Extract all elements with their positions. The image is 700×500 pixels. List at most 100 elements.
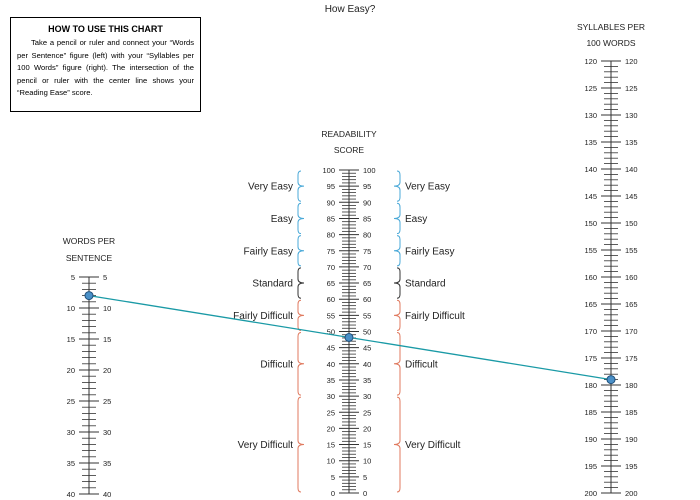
- syllables-tick-label-right: 155: [625, 246, 638, 255]
- syllables-tick-label-left: 165: [584, 300, 597, 309]
- score-tick-label-right: 60: [363, 295, 371, 304]
- category-brace-right: [393, 332, 401, 396]
- syllables-tick-label-left: 180: [584, 381, 597, 390]
- words-tick-label-right: 5: [103, 273, 107, 282]
- syllables-tick-label-right: 175: [625, 354, 638, 363]
- words-tick-label-left: 40: [67, 490, 75, 499]
- category-brace-right: [393, 202, 401, 235]
- syllables-tick-label-left: 175: [584, 354, 597, 363]
- syllables-tick-label-right: 170: [625, 327, 638, 336]
- syllables-tick-label-right: 180: [625, 381, 638, 390]
- syllables-tick-label-right: 125: [625, 84, 638, 93]
- words-axis-label: SENTENCE: [66, 253, 113, 263]
- category-label-left: Easy: [271, 214, 293, 225]
- syllables-tick-label-right: 140: [625, 165, 638, 174]
- syllables-tick-label-left: 200: [584, 489, 597, 498]
- category-brace-right: [393, 267, 401, 299]
- syllables-tick-label-left: 130: [584, 111, 597, 120]
- category-brace-left: [297, 235, 305, 267]
- syllables-tick-label-right: 190: [625, 435, 638, 444]
- score-tick-label-left: 65: [327, 279, 335, 288]
- category-label-right: Very Easy: [405, 182, 450, 193]
- category-label-right: Difficult: [405, 359, 438, 370]
- syllables-tick-label-right: 145: [625, 192, 638, 201]
- syllables-tick-label-right: 150: [625, 219, 638, 228]
- category-label-left: Fairly Difficult: [233, 311, 293, 322]
- words-tick-label-right: 40: [103, 490, 111, 499]
- score-tick-label-left: 55: [327, 311, 335, 320]
- syllables-tick-label-right: 130: [625, 111, 638, 120]
- words-tick-label-left: 35: [67, 459, 75, 468]
- syllables-tick-label-left: 160: [584, 273, 597, 282]
- score-tick-label-left: 90: [327, 198, 335, 207]
- syllables-tick-label-right: 135: [625, 138, 638, 147]
- category-label-right: Fairly Easy: [405, 246, 454, 257]
- syllables-tick-label-left: 145: [584, 192, 597, 201]
- score-tick-label-right: 45: [363, 344, 371, 353]
- syllables-tick-label-left: 140: [584, 165, 597, 174]
- syllables-tick-label-right: 200: [625, 489, 638, 498]
- category-label-right: Standard: [405, 279, 446, 290]
- score-tick-label-right: 30: [363, 392, 371, 401]
- syllables-tick-label-left: 185: [584, 408, 597, 417]
- score-tick-label-left: 0: [331, 489, 335, 498]
- category-brace-left: [297, 267, 305, 299]
- instructions-heading: HOW TO USE THIS CHART: [48, 24, 163, 34]
- words-tick-label-left: 25: [67, 397, 75, 406]
- score-tick-label-right: 90: [363, 198, 371, 207]
- syllables-tick-label-left: 190: [584, 435, 597, 444]
- words-axis-label: WORDS PER: [63, 236, 115, 246]
- score-tick-label-right: 55: [363, 311, 371, 320]
- score-axis-label: READABILITY: [321, 129, 377, 139]
- category-label-right: Fairly Difficult: [405, 311, 465, 322]
- words-tick-label-right: 25: [103, 397, 111, 406]
- score-tick-label-right: 0: [363, 489, 367, 498]
- words-tick-label-right: 30: [103, 428, 111, 437]
- words-marker: [84, 291, 94, 301]
- score-tick-label-left: 60: [327, 295, 335, 304]
- words-tick-label-left: 5: [71, 273, 75, 282]
- category-label-left: Very Difficult: [238, 440, 294, 451]
- score-tick-label-left: 50: [327, 328, 335, 337]
- category-label-right: Easy: [405, 214, 427, 225]
- score-tick-label-left: 5: [331, 473, 335, 482]
- syllables-axis: SYLLABLES PER 100 WORDS 120 120 125 125 130 130…: [577, 22, 645, 498]
- instructions-box: HOW TO USE THIS CHART Take a pencil or r…: [10, 17, 201, 112]
- score-tick-label-left: 85: [327, 214, 335, 223]
- category-brace-left: [297, 170, 305, 202]
- category-label-left: Standard: [252, 279, 293, 290]
- score-tick-label-left: 75: [327, 247, 335, 256]
- syllables-marker: [606, 375, 616, 385]
- syllables-axis-label: 100 WORDS: [586, 38, 635, 48]
- score-tick-label-left: 30: [327, 392, 335, 401]
- syllables-tick-label-right: 195: [625, 462, 638, 471]
- syllables-tick-label-right: 120: [625, 57, 638, 66]
- words-axis: WORDS PER SENTENCE 5 5 10 10 15 15 20 20 25 25 30 30 3…: [63, 236, 115, 499]
- score-tick-label-left: 35: [327, 376, 335, 385]
- words-tick-label-left: 30: [67, 428, 75, 437]
- syllables-tick-label-left: 155: [584, 246, 597, 255]
- score-tick-label-left: 45: [327, 344, 335, 353]
- score-tick-label-left: 40: [327, 360, 335, 369]
- words-tick-label-right: 10: [103, 304, 111, 313]
- score-tick-label-left: 10: [327, 457, 335, 466]
- score-tick-label-right: 20: [363, 424, 371, 433]
- syllables-tick-label-right: 160: [625, 273, 638, 282]
- score-tick-label-right: 50: [363, 328, 371, 337]
- syllables-tick-label-right: 165: [625, 300, 638, 309]
- syllables-axis-label: SYLLABLES PER: [577, 22, 645, 32]
- category-brace-right: [393, 170, 401, 202]
- score-tick-label-right: 65: [363, 279, 371, 288]
- words-tick-label-right: 20: [103, 366, 111, 375]
- syllables-tick-label-left: 150: [584, 219, 597, 228]
- category-brace-left: [297, 396, 305, 493]
- syllables-tick-label-right: 185: [625, 408, 638, 417]
- score-tick-label-right: 5: [363, 473, 367, 482]
- syllables-tick-label-left: 170: [584, 327, 597, 336]
- instructions-text: Take a pencil or ruler and connect your …: [17, 38, 194, 98]
- category-brace-left: [297, 299, 305, 331]
- score-marker: [344, 332, 354, 342]
